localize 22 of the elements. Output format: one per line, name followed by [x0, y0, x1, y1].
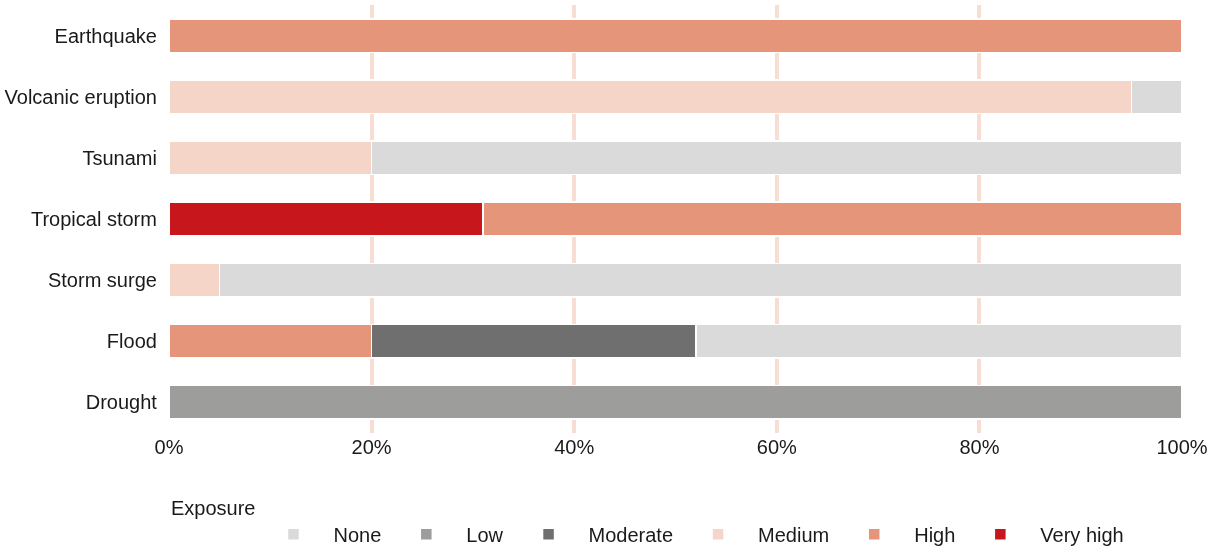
y-tick-label: Earthquake	[54, 24, 168, 47]
y-tick-label: Storm surge	[47, 269, 168, 292]
bar	[169, 18, 1182, 54]
legend-label: High	[914, 523, 956, 546]
legend-title: Exposure	[171, 496, 256, 519]
x-tick-label: 60%	[756, 436, 798, 458]
bar	[169, 384, 1182, 420]
y-tick-label: Tsunami	[82, 146, 168, 169]
x-tick-label: 20%	[351, 436, 392, 458]
legend-label: Low	[466, 523, 504, 546]
x-tick-label: 0%	[154, 436, 184, 458]
x-tick-label: 100%	[1156, 436, 1208, 458]
x-tick-label: 80%	[959, 436, 1000, 458]
y-tick-label: Flood	[106, 330, 168, 353]
legend-label: Medium	[758, 523, 830, 546]
legend-label: None	[333, 523, 382, 546]
legend-label: Very high	[1040, 523, 1124, 546]
legend-label: Moderate	[588, 523, 674, 546]
x-tick-label: 40%	[554, 436, 595, 458]
y-tick-label: Tropical storm	[30, 208, 168, 230]
y-tick-label: Drought	[85, 391, 168, 414]
y-tick-label: Volcanic eruption	[4, 85, 168, 108]
